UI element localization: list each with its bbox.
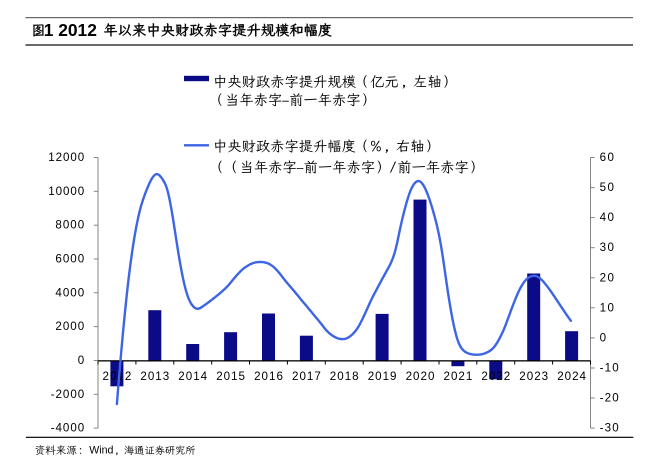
svg-text:2017: 2017 (292, 370, 321, 383)
svg-text:40: 40 (600, 211, 614, 224)
svg-text:-30: -30 (600, 422, 619, 435)
svg-text:10000: 10000 (48, 185, 84, 198)
svg-text:Wind: Wind (89, 445, 113, 457)
svg-text:2012: 2012 (103, 370, 132, 383)
svg-text:10: 10 (600, 301, 614, 314)
svg-text:2016: 2016 (254, 370, 283, 383)
svg-text:6000: 6000 (55, 253, 84, 266)
svg-text:2012: 2012 (58, 20, 97, 40)
svg-text:2022: 2022 (481, 370, 510, 383)
svg-text:-4000: -4000 (51, 422, 85, 435)
svg-text:8000: 8000 (55, 219, 84, 232)
svg-text:2000: 2000 (55, 320, 84, 333)
svg-text:2019: 2019 (368, 370, 397, 383)
svg-text:2020: 2020 (406, 370, 435, 383)
svg-text:2021: 2021 (444, 370, 473, 383)
svg-text:50: 50 (600, 181, 614, 194)
svg-text:2013: 2013 (140, 370, 169, 383)
svg-text:1: 1 (44, 20, 54, 40)
svg-text:2024: 2024 (557, 370, 586, 383)
svg-text:60: 60 (600, 151, 614, 164)
svg-text:12000: 12000 (48, 151, 84, 164)
svg-text:0: 0 (78, 354, 84, 367)
svg-text:20: 20 (600, 271, 614, 284)
svg-text:0: 0 (600, 331, 606, 344)
svg-text:-10: -10 (600, 362, 619, 375)
svg-text:2018: 2018 (330, 370, 359, 383)
svg-text:-2000: -2000 (51, 388, 85, 401)
svg-text:-20: -20 (600, 392, 619, 405)
svg-text:4000: 4000 (55, 286, 84, 299)
svg-text:2023: 2023 (519, 370, 548, 383)
svg-text:2015: 2015 (216, 370, 245, 383)
svg-text:2014: 2014 (178, 370, 207, 383)
svg-text:30: 30 (600, 241, 614, 254)
